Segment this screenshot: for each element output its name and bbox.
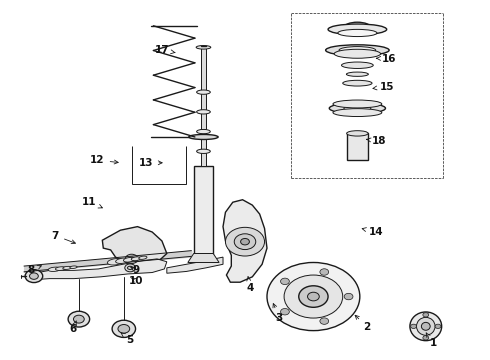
Circle shape [118, 324, 130, 333]
Text: 9: 9 [130, 265, 140, 275]
Text: 2: 2 [355, 315, 371, 332]
Bar [346, 134, 368, 160]
Circle shape [435, 324, 441, 328]
Ellipse shape [127, 266, 133, 270]
Ellipse shape [342, 62, 373, 68]
Ellipse shape [421, 322, 430, 330]
Text: 6: 6 [70, 321, 76, 334]
Text: 14: 14 [362, 227, 383, 237]
Ellipse shape [128, 257, 135, 261]
Text: 13: 13 [139, 158, 162, 168]
Ellipse shape [131, 257, 141, 261]
Circle shape [267, 262, 360, 330]
Circle shape [281, 309, 289, 315]
Ellipse shape [338, 30, 377, 37]
Ellipse shape [123, 257, 135, 262]
Circle shape [68, 311, 90, 327]
Polygon shape [188, 253, 219, 262]
Text: 3: 3 [273, 303, 283, 323]
Circle shape [299, 286, 328, 307]
Text: 5: 5 [121, 333, 134, 345]
Text: 18: 18 [367, 136, 387, 146]
Circle shape [125, 264, 136, 272]
Ellipse shape [329, 103, 386, 114]
Circle shape [423, 336, 429, 340]
Ellipse shape [55, 267, 66, 270]
Text: 16: 16 [376, 54, 396, 64]
Circle shape [411, 324, 416, 328]
Polygon shape [223, 200, 267, 282]
Circle shape [225, 227, 265, 256]
Ellipse shape [326, 45, 389, 55]
Ellipse shape [346, 131, 368, 136]
Ellipse shape [333, 100, 382, 108]
Circle shape [241, 238, 249, 245]
Text: 10: 10 [129, 276, 144, 286]
Ellipse shape [139, 256, 147, 259]
Text: 8: 8 [27, 265, 41, 275]
Polygon shape [34, 259, 167, 280]
Ellipse shape [196, 90, 210, 94]
Ellipse shape [343, 80, 372, 86]
Circle shape [112, 320, 136, 337]
Text: 4: 4 [246, 277, 253, 293]
Ellipse shape [196, 110, 210, 114]
Polygon shape [167, 257, 223, 273]
Circle shape [234, 234, 256, 249]
Circle shape [29, 273, 38, 279]
Ellipse shape [196, 45, 211, 49]
Ellipse shape [196, 149, 210, 153]
Circle shape [281, 278, 289, 285]
Text: 11: 11 [81, 197, 102, 208]
Circle shape [125, 254, 138, 264]
Ellipse shape [116, 258, 129, 264]
Circle shape [25, 270, 43, 283]
Circle shape [284, 275, 343, 318]
Polygon shape [102, 226, 167, 265]
Ellipse shape [334, 49, 381, 58]
Ellipse shape [344, 105, 371, 112]
Text: 1: 1 [426, 333, 437, 348]
Circle shape [320, 318, 329, 324]
Bar [194, 166, 213, 253]
Ellipse shape [70, 266, 77, 269]
Text: 7: 7 [52, 231, 75, 244]
Ellipse shape [416, 318, 435, 335]
Ellipse shape [189, 134, 218, 139]
Ellipse shape [107, 258, 123, 265]
Circle shape [308, 292, 319, 301]
Circle shape [74, 315, 84, 323]
Text: 15: 15 [373, 82, 394, 92]
Ellipse shape [346, 72, 368, 76]
Circle shape [344, 293, 353, 300]
Ellipse shape [328, 24, 387, 35]
Circle shape [320, 269, 329, 275]
Circle shape [423, 313, 429, 317]
Bar [200, 47, 206, 166]
Ellipse shape [196, 130, 210, 134]
Ellipse shape [63, 266, 72, 269]
Ellipse shape [48, 267, 61, 271]
Text: 17: 17 [155, 45, 175, 55]
Ellipse shape [339, 46, 376, 54]
Text: 12: 12 [90, 155, 118, 165]
Ellipse shape [333, 109, 382, 117]
Ellipse shape [410, 312, 441, 341]
